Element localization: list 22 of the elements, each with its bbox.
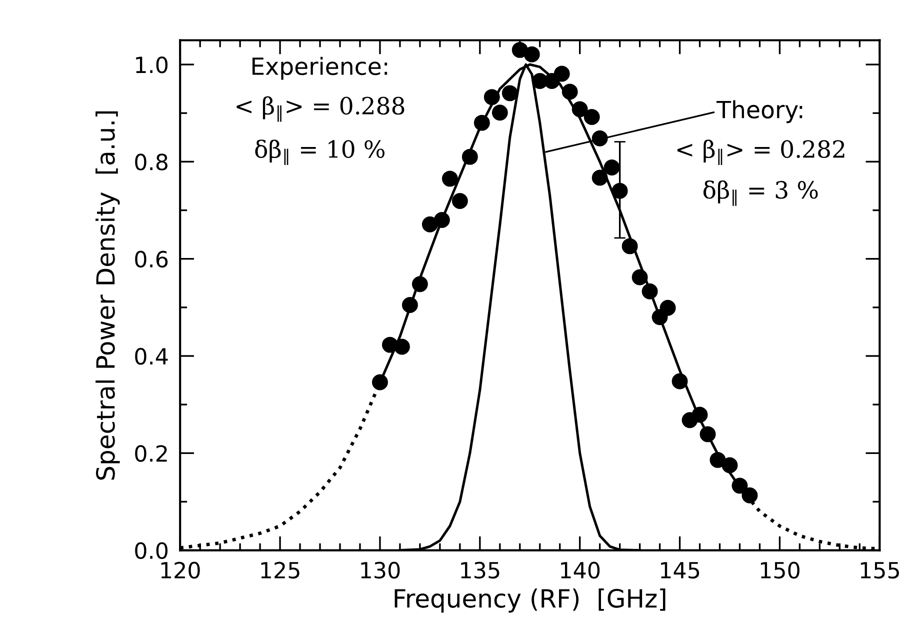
x-tick-label: 120 [161,562,200,579]
annotation: δβ$_{∥}$ = 3 % [703,180,818,206]
y-tick-label: 1.0 [136,56,168,74]
annotation: Experience: [252,56,388,80]
x-tick-label: 135 [461,562,500,579]
x-tick-label: 130 [361,562,400,579]
annotation: δβ$_{∥}$ = 10 % [255,140,384,166]
x-tick-label: 150 [760,562,800,579]
y-tick-label: 0.2 [135,445,167,462]
y-tick-label: 0.4 [135,348,168,365]
x-tick-label: 125 [261,562,300,579]
annotation: < β$_{∥}$> = 0.282 [677,140,844,166]
x-tick-label: 145 [661,562,700,579]
y-tick-label: 0.6 [135,250,168,268]
y-tick-label: 0.8 [135,154,168,170]
x-tick-label: 140 [561,562,600,579]
x-tick-label: 155 [860,562,899,579]
annotation: < β$_{∥}$> = 0.288 [236,96,404,122]
y-axis-title: Spectral Power Density [a.u.] [96,111,120,480]
x-axis-title: Frequency (RF) [GHz] [394,588,666,613]
annotation: Theory: [716,100,802,124]
y-tick-label: 0.0 [135,542,168,560]
